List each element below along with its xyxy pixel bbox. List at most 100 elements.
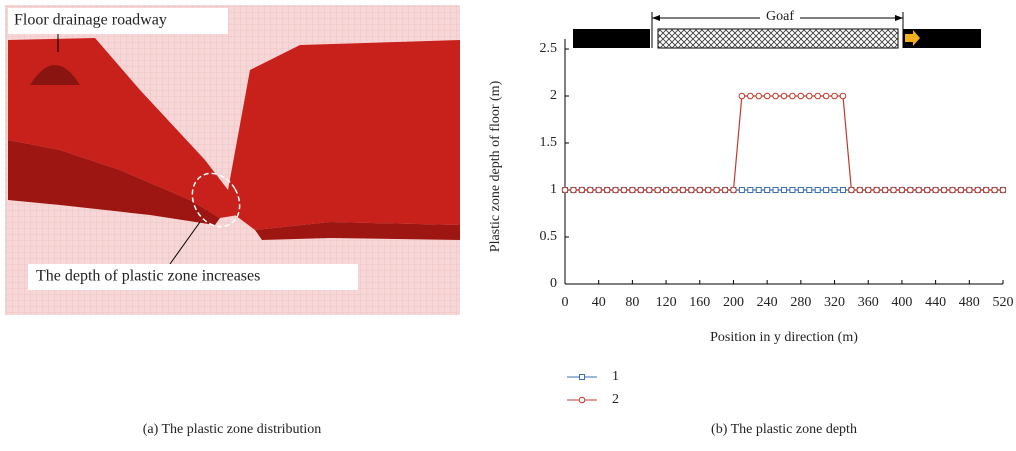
legend-marker xyxy=(579,374,585,380)
data-point xyxy=(949,186,956,194)
data-point xyxy=(814,187,821,193)
data-point xyxy=(873,186,880,194)
data-point xyxy=(999,186,1007,194)
data-point xyxy=(797,187,804,193)
data-point xyxy=(629,186,636,194)
x-tick-label: 280 xyxy=(790,295,811,310)
data-point xyxy=(578,186,586,194)
y-tick-label: 1 xyxy=(550,182,557,197)
data-point xyxy=(620,186,628,194)
coal-seam xyxy=(573,29,650,48)
y-tick-label: 2 xyxy=(550,88,557,103)
x-tick-label: 80 xyxy=(625,295,639,310)
roadway-opening xyxy=(30,65,80,85)
caption: (b) The plastic zone depth xyxy=(711,422,857,437)
x-tick-label: 200 xyxy=(723,295,744,310)
data-point xyxy=(932,186,939,194)
data-point xyxy=(822,92,830,100)
right-block-side xyxy=(255,222,460,240)
data-point xyxy=(603,186,611,194)
render-label: Floor drainage roadway xyxy=(14,12,167,29)
label-box xyxy=(28,264,358,290)
data-point xyxy=(974,186,982,194)
data-point xyxy=(831,187,838,193)
data-point xyxy=(696,186,704,194)
data-point xyxy=(966,186,973,194)
data-point xyxy=(755,92,763,100)
data-point xyxy=(764,187,771,193)
data-point xyxy=(595,186,602,194)
label-box xyxy=(8,8,228,34)
data-point xyxy=(805,92,813,100)
x-tick-label: 480 xyxy=(959,295,980,310)
data-point xyxy=(637,186,645,194)
data-point xyxy=(915,186,923,194)
x-tick-label: 240 xyxy=(757,295,778,310)
left-block-side xyxy=(8,140,220,225)
right-block xyxy=(228,40,460,230)
x-tick-label: 120 xyxy=(656,295,677,310)
data-point xyxy=(907,186,914,194)
data-point xyxy=(839,92,847,100)
goaf-diagram: Goaf xyxy=(573,9,981,49)
annotation: Goaf xyxy=(766,9,794,24)
data-point xyxy=(806,187,813,193)
data-point xyxy=(662,186,670,194)
line-chart: 0 0.5 1 1.5 2 2.5 0 40 80 120 160 200 240 280 320 360 40… xyxy=(488,39,1014,437)
y-tick-label: 0.5 xyxy=(540,229,558,244)
data-point xyxy=(586,186,594,194)
data-point xyxy=(679,186,687,194)
data-point xyxy=(755,187,762,193)
data-point xyxy=(940,186,948,194)
render-panel: Floor drainage roadway The depth of plas… xyxy=(5,5,460,437)
y-axis-label: Plastic zone depth of floor (m) xyxy=(488,80,503,252)
goaf-hatch xyxy=(658,29,898,48)
legend-label: 2 xyxy=(612,392,619,407)
y-tick-label: 0 xyxy=(550,276,557,291)
data-point xyxy=(823,187,830,193)
advance-arrow xyxy=(905,30,920,46)
data-point xyxy=(738,187,745,193)
data-point xyxy=(645,186,653,194)
x-tick-label: 400 xyxy=(891,295,912,310)
legend-marker xyxy=(578,396,586,404)
x-tick-label: 360 xyxy=(858,295,879,310)
x-axis-label: Position in y direction (m) xyxy=(710,330,858,345)
data-point xyxy=(814,92,821,100)
series-line xyxy=(565,95,1003,191)
caption: (a) The plastic zone distribution xyxy=(143,422,322,437)
data-point xyxy=(957,186,965,194)
data-point xyxy=(991,186,998,194)
data-point xyxy=(654,186,661,194)
data-point xyxy=(688,186,695,194)
data-point xyxy=(890,186,897,194)
data-point xyxy=(781,187,787,193)
render-label: The depth of plastic zone increases xyxy=(36,268,260,285)
data-point xyxy=(864,186,872,194)
y-tick-label: 2.5 xyxy=(540,41,558,56)
coal-seam xyxy=(903,29,981,48)
data-point xyxy=(738,92,746,100)
data-point xyxy=(789,92,796,100)
data-point xyxy=(747,187,754,193)
x-tick-label: 320 xyxy=(824,295,845,310)
x-tick-label: 160 xyxy=(689,295,710,310)
data-point xyxy=(839,187,846,193)
data-point xyxy=(772,187,779,193)
data-point xyxy=(881,186,889,194)
data-point xyxy=(848,186,855,194)
data-point xyxy=(721,186,729,194)
data-point xyxy=(923,186,931,194)
data-point xyxy=(570,186,577,194)
data-point xyxy=(797,92,805,100)
x-tick-label: 440 xyxy=(925,295,946,310)
x-tick-label: 520 xyxy=(993,295,1014,310)
data-point xyxy=(898,186,906,194)
data-point xyxy=(780,92,788,100)
data-point xyxy=(730,186,737,194)
data-point xyxy=(747,92,754,100)
data-point xyxy=(772,92,779,100)
data-point xyxy=(982,186,990,194)
data-point xyxy=(856,186,864,194)
